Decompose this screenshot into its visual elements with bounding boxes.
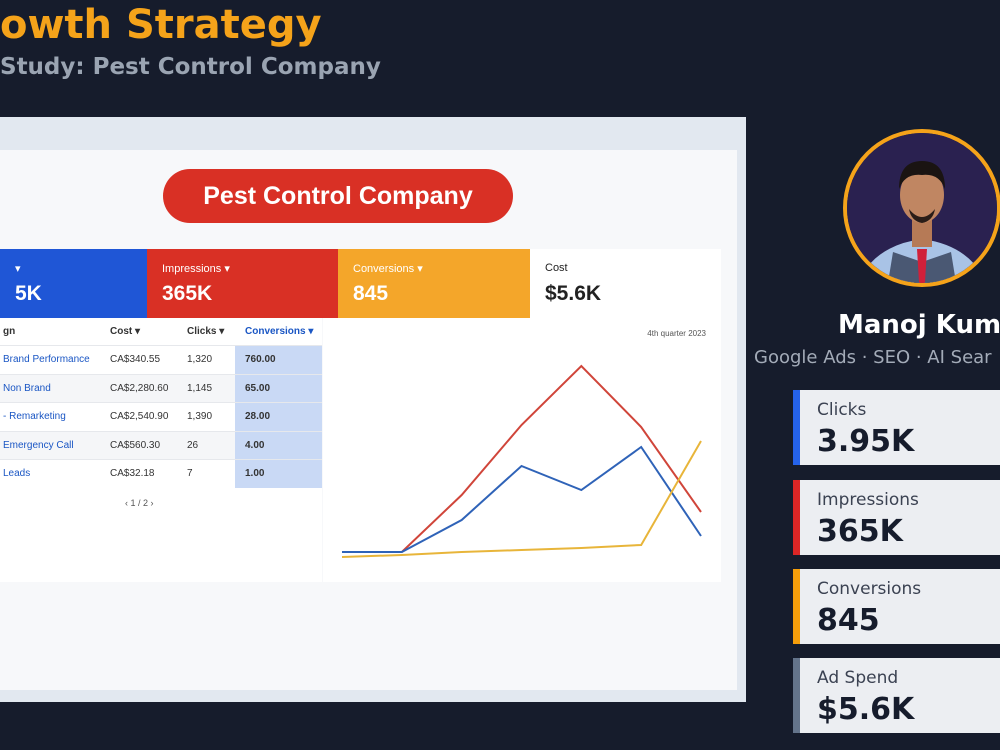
table-cell: 26 [187, 439, 199, 451]
table-cell: 1,320 [187, 354, 213, 365]
stat-value: $5.6K [817, 692, 915, 727]
table-cell: 4.00 [245, 439, 265, 451]
stat-card: Ad Spend $5.6K [793, 658, 1000, 733]
tile-value: 845 [353, 282, 389, 305]
profile-tagline: Google Ads · SEO · AI Sear [754, 347, 992, 368]
tile-value: 365K [162, 282, 213, 305]
stat-value: 365K [817, 514, 903, 549]
table-cell: 65.00 [245, 382, 271, 394]
subtitle: Study: Pest Control Company [0, 54, 381, 80]
campaign-link: Emergency Call [3, 439, 74, 451]
row-divider [0, 373, 322, 375]
table-cell: 28.00 [245, 411, 271, 423]
kpi-tile: ▾ 5K [0, 249, 147, 318]
chart-panel: 4th quarter 2023 [323, 318, 721, 582]
stat-label: Conversions [817, 579, 922, 599]
title: owth Strategy [0, 2, 322, 48]
table-cell: 760.00 [245, 354, 276, 365]
table-cell: 1.00 [245, 468, 265, 480]
tile-value: $5.6K [545, 282, 602, 305]
stat-value: 845 [817, 603, 880, 638]
conversions-column [235, 345, 322, 488]
table-cell: 7 [187, 468, 193, 480]
pagination: ‹ 1 / 2 › [125, 498, 154, 508]
profile-name: Manoj Kum [838, 310, 1000, 340]
stat-label: Impressions [817, 490, 919, 510]
stat-card: Impressions 365K [793, 480, 1000, 555]
row-divider [0, 459, 322, 461]
row-stripe [0, 373, 235, 403]
table-cell: CA$32.18 [110, 468, 155, 480]
avatar [843, 129, 1000, 287]
chart-subtitle: 4th quarter 2023 [647, 329, 706, 338]
tile-label: Cost [545, 262, 568, 274]
line-chart [341, 364, 702, 558]
tile-label: Conversions ▾ [353, 263, 423, 275]
campaign-link: Non Brand [3, 382, 51, 394]
campaign-link: - Remarketing [3, 411, 66, 423]
row-divider [0, 430, 322, 432]
series-line [342, 445, 702, 553]
tile-value: 5K [15, 282, 42, 305]
table-cell: 1,145 [187, 382, 213, 394]
series-line [342, 364, 702, 553]
table-cell: CA$2,280.60 [110, 382, 169, 394]
series-line [341, 440, 702, 558]
kpi-tile: Conversions ▾ 845 [338, 249, 530, 318]
stat-label: Clicks [817, 400, 867, 420]
table-cell: CA$2,540.90 [110, 411, 169, 423]
tile-label: ▾ [15, 263, 21, 275]
campaign-table: gn Cost ▾ Clicks ▾ Conversions ▾ Brand Perfo… [0, 318, 322, 582]
row-divider [0, 345, 322, 346]
table-cell: CA$560.30 [110, 439, 161, 451]
table-cell: CA$340.55 [110, 354, 161, 365]
campaign-link: Brand Performance [3, 354, 90, 365]
kpi-tile: Impressions ▾ 365K [147, 249, 338, 318]
stat-card: Conversions 845 [793, 569, 1000, 644]
stat-label: Ad Spend [817, 668, 899, 688]
row-divider [0, 402, 322, 404]
table-cell: 1,390 [187, 411, 213, 423]
table-header: Clicks ▾ [187, 326, 225, 337]
row-stripe [0, 430, 235, 460]
banner: Pest Control Company [163, 169, 513, 223]
campaign-link: Leads [3, 468, 31, 480]
stat-value: 3.95K [817, 424, 915, 459]
table-header: Conversions ▾ [245, 326, 314, 337]
table-header: Cost ▾ [110, 326, 141, 337]
tile-label: Impressions ▾ [162, 263, 230, 275]
table-header: gn [3, 326, 16, 337]
stat-card: Clicks 3.95K [793, 390, 1000, 465]
kpi-tile: Cost $5.6K [530, 249, 721, 318]
